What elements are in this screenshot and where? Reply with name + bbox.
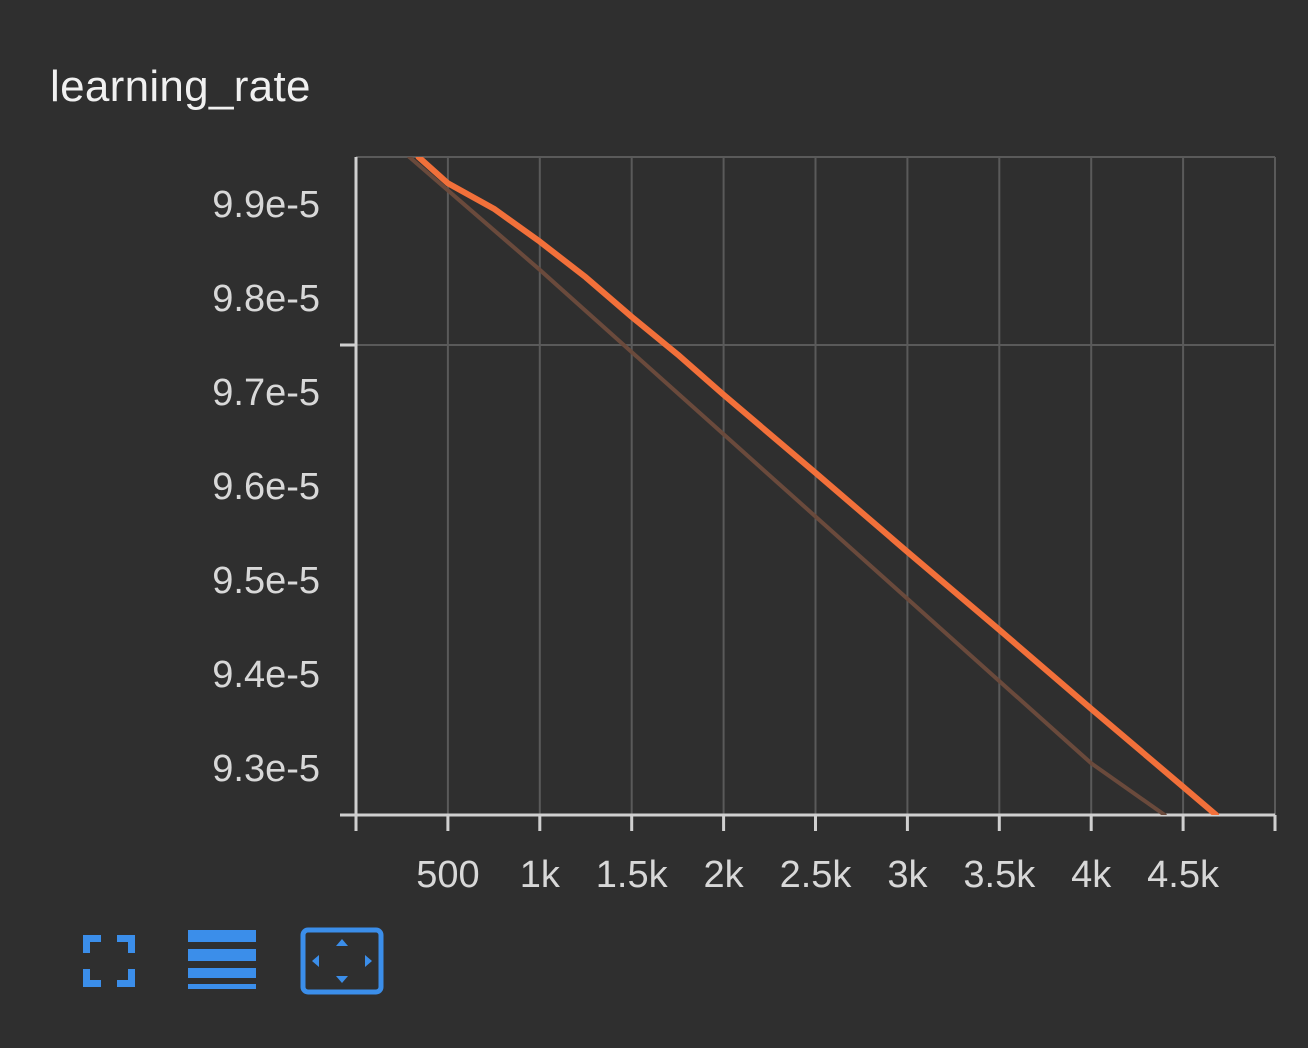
y-tick-label: 9.9e-5 bbox=[212, 184, 320, 226]
y-tick-label: 9.5e-5 bbox=[212, 560, 320, 602]
y-axis-ticks: 9.3e-5 9.4e-5 9.5e-5 9.6e-5 9.7e-5 9.8e-5 9.9e… bbox=[212, 184, 356, 817]
fullscreen-icon bbox=[83, 935, 135, 987]
smoothed-series-line bbox=[415, 157, 1220, 815]
x-tick-label: 1k bbox=[520, 854, 561, 896]
fit-domain-button[interactable] bbox=[300, 926, 384, 996]
y-tick-label: 9.6e-5 bbox=[212, 466, 320, 508]
grid-lines bbox=[355, 156, 1276, 816]
toggle-legend-button[interactable] bbox=[188, 926, 258, 996]
x-tick-label: 4.5k bbox=[1147, 854, 1220, 896]
x-tick-label: 3.5k bbox=[963, 854, 1036, 896]
y-tick-label: 9.7e-5 bbox=[212, 372, 320, 414]
y-tick-label: 9.3e-5 bbox=[212, 748, 320, 790]
chart-toolbar bbox=[74, 924, 384, 998]
chart-title: learning_rate bbox=[50, 62, 311, 111]
raw-series-line bbox=[407, 157, 1167, 815]
x-axis-ticks: 500 1k 1.5k 2k 2.5k 3k 3.5k 4k 4.5k bbox=[354, 815, 1277, 896]
y-tick-label: 9.8e-5 bbox=[212, 278, 320, 320]
x-tick-label: 2.5k bbox=[780, 854, 853, 896]
series-lines bbox=[407, 157, 1220, 815]
fullscreen-button[interactable] bbox=[74, 926, 144, 996]
x-tick-label: 3k bbox=[887, 854, 928, 896]
x-tick-label: 4k bbox=[1071, 854, 1112, 896]
fit-domain-icon bbox=[300, 927, 384, 995]
learning-rate-chart[interactable]: 9.3e-5 9.4e-5 9.5e-5 9.6e-5 9.7e-5 9.8e-5 9.9e… bbox=[0, 0, 1308, 900]
x-tick-label: 1.5k bbox=[596, 854, 669, 896]
legend-lines-icon bbox=[188, 930, 256, 989]
x-tick-label: 500 bbox=[416, 854, 479, 896]
y-tick-label: 9.4e-5 bbox=[212, 654, 320, 696]
x-tick-label: 2k bbox=[704, 854, 745, 896]
